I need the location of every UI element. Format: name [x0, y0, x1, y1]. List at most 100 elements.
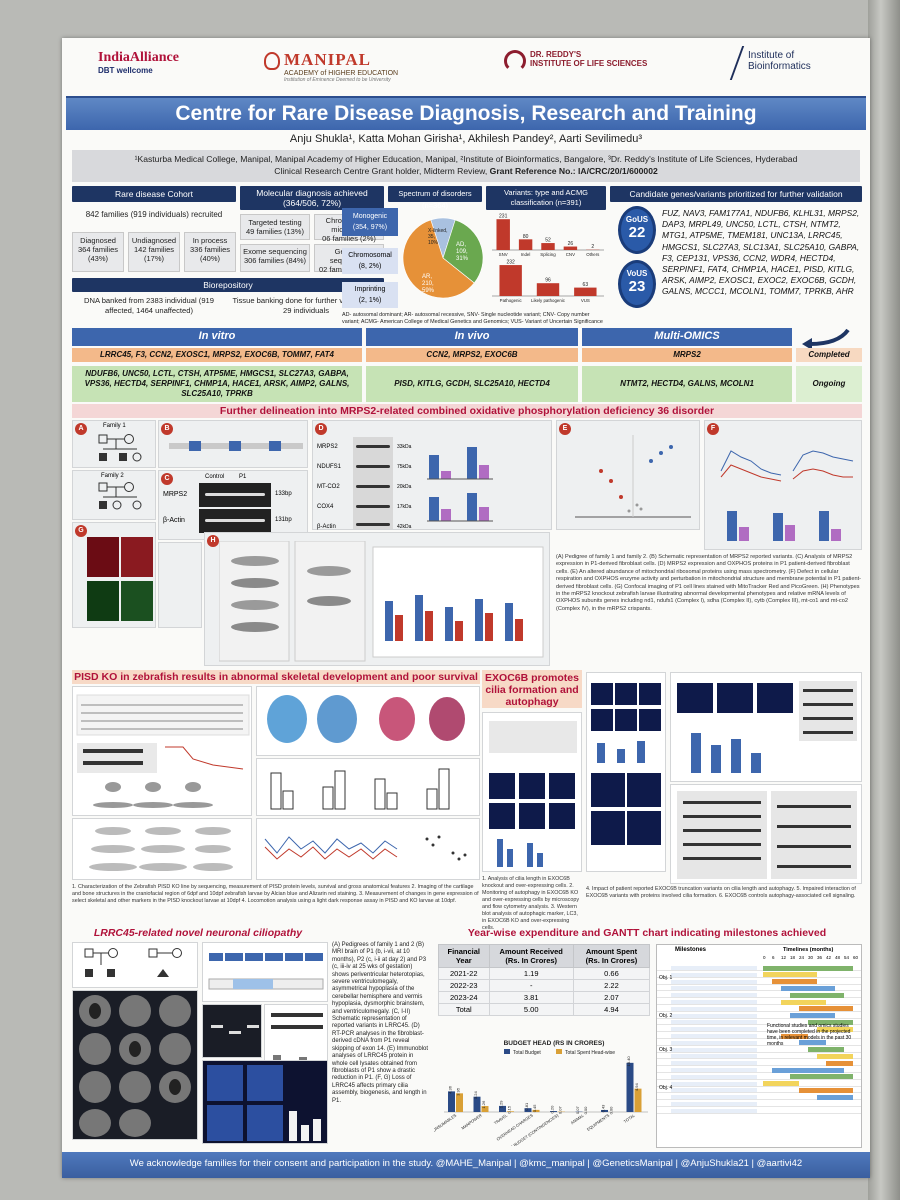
lrrc45-pedigree-icon	[84, 948, 182, 977]
vous-badge: VoUS 23	[618, 260, 656, 308]
gantt-row	[657, 1053, 861, 1060]
gantt-month-label: 36	[817, 955, 823, 960]
cohort-recruited: 842 families (919 individuals) recruited	[85, 210, 223, 219]
gantt-month-label: 6	[772, 955, 775, 960]
gous-value: 22	[628, 224, 646, 241]
gantt-bar	[808, 1019, 853, 1025]
affiliations: ¹Kasturba Medical College, Manipal, Mani…	[72, 150, 860, 182]
gantt-row	[657, 1047, 861, 1053]
wb-label-actin: β-Actin	[317, 524, 336, 530]
dr-reddys-line2: INSTITUTE OF LIFE SCIENCES	[530, 59, 648, 68]
gantt-task-label	[671, 1006, 757, 1011]
gantt-task-label	[671, 1000, 757, 1004]
variant-category-label: Splicing	[540, 252, 556, 257]
spectrum-chromosomal-label: Chromosomal	[348, 252, 392, 259]
panel-label-g: G	[75, 525, 87, 537]
gantt-month-label: 54	[844, 955, 850, 960]
gel-size-actin: 131bp	[275, 517, 292, 523]
gantt-row	[657, 1040, 861, 1046]
exoc6b-caption-2: 4. Impact of patient reported EXOC6B tru…	[586, 886, 856, 899]
status-ongoing: Ongoing	[796, 366, 862, 402]
pie-value-x: 35,	[428, 234, 435, 240]
gantt-task-label	[671, 986, 757, 991]
molecular-cma-value: 06 families (2%)	[322, 234, 376, 243]
col-amount-received: Amount Received (Rs. In Crores)	[488, 944, 574, 968]
gantt-timeline-header: Timelines (months)	[783, 947, 834, 953]
pie-pct-x: 10%	[428, 240, 439, 246]
budget-bar	[473, 1096, 481, 1112]
budget-bar	[448, 1091, 455, 1112]
pisd-caption: 1. Characterization of the Zebrafish PIS…	[72, 884, 479, 904]
gantt-bar	[763, 972, 817, 978]
molecular-exome-value: 306 families (84%)	[243, 256, 307, 265]
cell: 2.07	[572, 991, 651, 1004]
pisd-gene-expression	[270, 768, 450, 810]
cell: 4.94	[572, 1003, 651, 1016]
variant-bar	[518, 239, 533, 250]
variant-bar	[536, 283, 560, 296]
legend-budget: Total Budget	[513, 1050, 541, 1056]
iob-logo: Institute of Bioinformatics	[729, 46, 811, 80]
pisd-sequence-figure	[76, 694, 250, 808]
variant-category-label: CNV	[566, 252, 575, 257]
cell: 0.66	[572, 967, 651, 980]
budget-bar	[524, 1108, 532, 1112]
poster-title: Centre for Rare Disease Diagnosis, Resea…	[175, 102, 757, 125]
variants-header: Variants: type and ACMG classification (…	[486, 186, 606, 210]
pisd-panel-1	[72, 686, 252, 816]
exoc6b-caption-1: 1. Analysis of cilia length in EXOC6B kn…	[482, 876, 580, 931]
cohort-diagnosed-label: Diagnosed	[80, 236, 116, 245]
dr-reddys-mark-icon	[504, 50, 526, 72]
gantt-rows	[657, 965, 861, 1115]
candidate-genes: FUZ, NAV3, FAM177A1, NDUFB6, KLHL31, MRP…	[662, 208, 860, 297]
cell: -	[488, 979, 574, 992]
panel-label-d: D	[315, 423, 327, 435]
gantt-task-label	[671, 1020, 757, 1025]
molecular-targeted-label: Targeted testing	[248, 218, 302, 227]
pedigree-icon	[98, 434, 142, 462]
gantt-task-label	[671, 1047, 757, 1052]
spectrum-monogenic-value: (354, 97%)	[352, 224, 388, 231]
gantt-row	[657, 1060, 861, 1067]
confocal-green-p1	[121, 581, 153, 621]
variant-bar	[574, 287, 597, 296]
budget-category-label: CONSUMABLES	[434, 1113, 458, 1135]
gantt-task-label	[671, 972, 757, 977]
molecular-targeted-value: 49 families (13%)	[246, 227, 304, 236]
gantt-bar	[790, 992, 844, 998]
budget-bar-value: 0.00	[609, 1106, 614, 1115]
cohort-header: Rare disease Cohort	[72, 186, 236, 202]
panel-label-c: C	[161, 473, 173, 485]
gantt-task-label	[671, 1054, 757, 1059]
table-row: Total 5.00 4.94	[438, 1003, 651, 1016]
gantt-task-label	[671, 979, 757, 984]
gantt-note: Functional studies and omics studies hav…	[767, 1023, 852, 1047]
gantt-bar	[799, 1006, 853, 1012]
gous-badge: GoUS 22	[618, 206, 656, 254]
exoc6b-panel-5-6	[670, 784, 862, 884]
biorepository-header: Biorepository	[72, 278, 384, 292]
gantt-month-label: 60	[853, 955, 859, 960]
cell: 2021-22	[438, 967, 490, 980]
biorepository-dna: DNA banked from 2383 individual (919 aff…	[83, 296, 215, 315]
mrps2-zebrafish: H	[204, 532, 550, 666]
gel-col-control: Control	[205, 474, 225, 480]
budget-bar-value: 0.43	[601, 1104, 606, 1113]
wb-membrane	[353, 437, 393, 529]
gantt-month-label: 48	[835, 955, 841, 960]
spectrum-monogenic-label: Monogenic	[352, 213, 388, 220]
wb-size-2: 75kDa	[397, 464, 412, 470]
gantt-bar	[763, 965, 853, 971]
gantt-obj-2: Obj. 2	[659, 1013, 673, 1019]
manipal-sub: ACADEMY of HIGHER EDUCATION	[284, 70, 399, 77]
lrrc45-title: LRRC45-related novel neuronal ciliopathy	[93, 927, 303, 939]
manipal-tag: Institution of Eminence Deemed to be Uni…	[284, 77, 391, 83]
pie-label-ar: AR,	[422, 274, 432, 280]
gantt-row	[657, 1101, 861, 1107]
panel-label-h: H	[207, 535, 219, 547]
pisd-title: PISD KO in zebrafish results in abnormal…	[72, 670, 480, 684]
panel-label-b: B	[161, 423, 173, 435]
spectrum-header: Spectrum of disorders (n=364)	[388, 186, 482, 210]
footer: We acknowledge families for their consen…	[62, 1152, 870, 1178]
budget-bar-value: 0.20	[550, 1105, 555, 1114]
